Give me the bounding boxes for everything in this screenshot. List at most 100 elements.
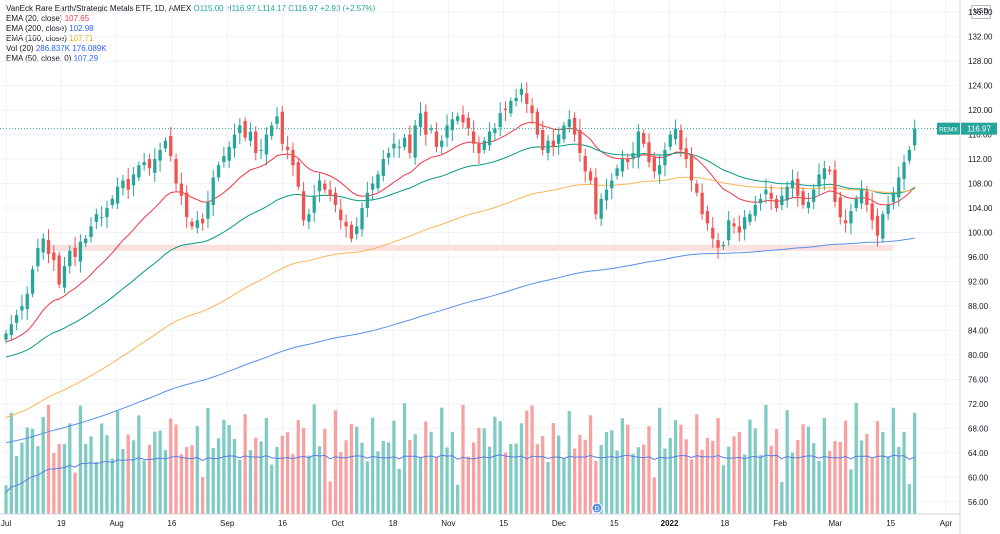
volume-bar [259, 441, 263, 514]
candle-body [402, 137, 407, 147]
volume-bar [174, 424, 178, 514]
candle-body [179, 183, 184, 196]
candle-body [679, 130, 683, 150]
ticker-tag-label: REMX [939, 127, 958, 134]
candle-body [365, 192, 369, 209]
volume-bar [312, 404, 316, 514]
dividend-marker: D [591, 502, 603, 514]
candle-body [737, 226, 741, 233]
volume-bar [9, 412, 13, 514]
volume-bar [408, 440, 412, 514]
candle-body [727, 220, 731, 241]
volume-bar [222, 419, 226, 514]
candle-body [301, 191, 306, 221]
volume-bar [169, 418, 173, 514]
volume-bar [307, 455, 311, 514]
candle-body [695, 183, 699, 193]
candle-body [397, 146, 401, 148]
candle-body [721, 244, 726, 247]
price-axis: 56.00 60.00 64.00 68.00 72.00 76.00 80.00 84.00… [959, 0, 993, 534]
candle-body [636, 131, 641, 158]
volume-bar [52, 453, 56, 514]
candle-body [227, 146, 231, 161]
volume-bar [684, 439, 688, 514]
legend-volume-row[interactable]: Vol (20) 286.837K 176.089K [6, 44, 375, 54]
candle-body [913, 128, 917, 146]
x-tick-label: Feb [773, 519, 787, 528]
candle-body [142, 162, 146, 166]
candle-body [445, 125, 449, 138]
candle-body [875, 215, 880, 236]
volume-bar [514, 443, 518, 514]
volume-bar [392, 420, 396, 514]
candle-body [349, 224, 354, 239]
candle-body [413, 125, 417, 158]
volume-bar [721, 465, 726, 514]
volume-bar [594, 460, 598, 514]
volume-bar [30, 428, 35, 514]
time-axis: Jul 19 Aug 16 Sep 16 Oct 18 Nov 15 Dec 15 2022 18 Feb M… [0, 513, 960, 528]
ema-lines [5, 121, 916, 444]
candle-body [711, 227, 715, 239]
volume-bar [801, 424, 805, 514]
y-tick-label: 120.00 [968, 106, 993, 115]
candle-body [657, 165, 662, 175]
volume-bar [780, 481, 784, 514]
candle-body [147, 159, 152, 169]
candle-body [36, 247, 40, 267]
legend-ema100-row[interactable]: EMA (100, close) 107.71 [6, 34, 375, 44]
legend-ema50-row[interactable]: EMA (50, close, 0) 107.29 [6, 54, 375, 64]
candle-body [254, 131, 258, 153]
volume-bar [631, 453, 635, 514]
volume-bar [110, 458, 114, 514]
candle-body [471, 131, 476, 144]
volume-bar [376, 451, 380, 514]
candle-body [546, 140, 550, 153]
candle-body [424, 111, 428, 135]
candle-body [541, 130, 545, 150]
volume-bars [4, 402, 917, 514]
candle-body [716, 240, 720, 248]
candle-body [121, 180, 125, 189]
candle-body [742, 217, 747, 230]
volume-bar [291, 454, 295, 514]
volume-bar [541, 436, 545, 514]
ema-100-line [5, 176, 915, 418]
candle-body [859, 189, 864, 204]
legend-ema100-label: EMA (100, close) [6, 34, 67, 43]
volume-bar [333, 410, 338, 514]
candle-body [57, 255, 61, 285]
legend-ema20-row[interactable]: EMA (20, close) 107.65 [6, 14, 375, 24]
volume-bar [785, 410, 789, 514]
legend-ema20-value: 107.65 [64, 14, 90, 23]
legend-volume-value: 286.837K [35, 44, 71, 53]
candle-body [20, 305, 24, 311]
volume-bar [402, 403, 407, 514]
currency-badge[interactable]: USD [971, 5, 991, 19]
x-tick-label: Apr [940, 519, 953, 528]
volume-bar [397, 468, 401, 514]
candle-body [307, 214, 311, 222]
legend-ema200-row[interactable]: EMA (200, close) 102.98 [6, 24, 375, 34]
volume-bar [727, 446, 731, 514]
candlesticks [4, 82, 917, 344]
volume-bar [663, 448, 667, 514]
candle-body [232, 134, 237, 149]
volume-bar [881, 432, 885, 514]
volume-bar [849, 469, 853, 514]
x-tick-label: Jul [1, 519, 11, 528]
legend-symbol-name: VanEck Rare Earth/Strategic Metals ETF, … [6, 4, 192, 13]
volume-bar [482, 428, 486, 514]
volume-bar [753, 428, 757, 514]
volume-bar [705, 437, 710, 514]
candle-body [296, 162, 300, 187]
y-tick-label: 108.00 [968, 180, 993, 189]
candle-body [275, 116, 279, 124]
dividend-marker-circle [591, 502, 603, 514]
volume-bar [323, 428, 327, 514]
y-tick-label: 100.00 [968, 229, 993, 238]
dividend-marker-label: D [594, 506, 599, 513]
volume-bar [546, 462, 550, 514]
candle-body [498, 113, 502, 127]
